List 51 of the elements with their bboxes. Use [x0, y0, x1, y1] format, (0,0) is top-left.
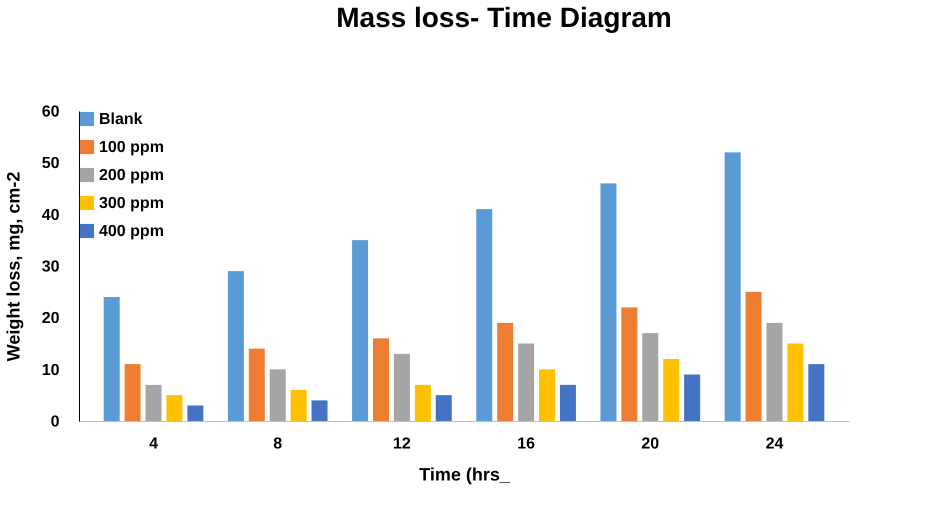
- bar: [146, 384, 162, 421]
- bar: [166, 395, 182, 421]
- legend-label: 200 ppm: [99, 167, 164, 184]
- bar: [600, 183, 616, 421]
- bar: [621, 307, 638, 421]
- bar: [312, 400, 328, 421]
- bar: [518, 344, 534, 421]
- x-axis-title: Time (hrs_: [419, 464, 511, 484]
- bar: [476, 209, 492, 421]
- legend-label: 300 ppm: [99, 195, 164, 212]
- bar: [290, 390, 307, 421]
- bar: [663, 359, 680, 421]
- bar: [248, 348, 265, 421]
- bar: [436, 395, 452, 421]
- x-tick-label: 8: [273, 436, 282, 452]
- bar: [539, 369, 556, 421]
- bar: [497, 322, 514, 421]
- y-tick-label: 20: [42, 310, 60, 328]
- bar: [352, 240, 368, 421]
- bar: [560, 384, 576, 421]
- bar: [104, 297, 120, 421]
- bar: [724, 152, 741, 421]
- bar: [124, 364, 141, 421]
- legend-label: 100 ppm: [99, 139, 164, 156]
- bar: [394, 354, 410, 421]
- chart-title: Mass loss- Time Diagram: [336, 2, 672, 33]
- bar: [642, 333, 658, 421]
- bar: [684, 374, 700, 421]
- bar: [228, 271, 244, 421]
- bar: [766, 322, 782, 421]
- y-tick-label: 60: [42, 104, 60, 120]
- bar: [270, 369, 286, 421]
- x-tick-label: 20: [641, 436, 660, 452]
- y-axis-title: Weight loss, mg, cm-2: [4, 172, 24, 362]
- x-tick-label: 24: [766, 436, 784, 452]
- bar: [787, 344, 804, 421]
- y-tick-label: 10: [42, 362, 60, 379]
- bar: [372, 338, 389, 421]
- bar: [414, 384, 431, 421]
- bar: [746, 292, 762, 421]
- legend-label: Blank: [99, 111, 143, 128]
- x-tick-label: 12: [393, 436, 411, 452]
- y-tick-label: 0: [50, 414, 60, 430]
- y-tick-label: 50: [42, 155, 60, 172]
- y-tick-label: 30: [42, 258, 60, 276]
- bar: [187, 406, 204, 421]
- x-tick-label: 16: [517, 436, 536, 452]
- legend-label: 400 ppm: [99, 223, 164, 240]
- x-tick-label: 4: [149, 436, 158, 452]
- y-tick-label: 40: [42, 206, 60, 224]
- bar: [808, 364, 824, 421]
